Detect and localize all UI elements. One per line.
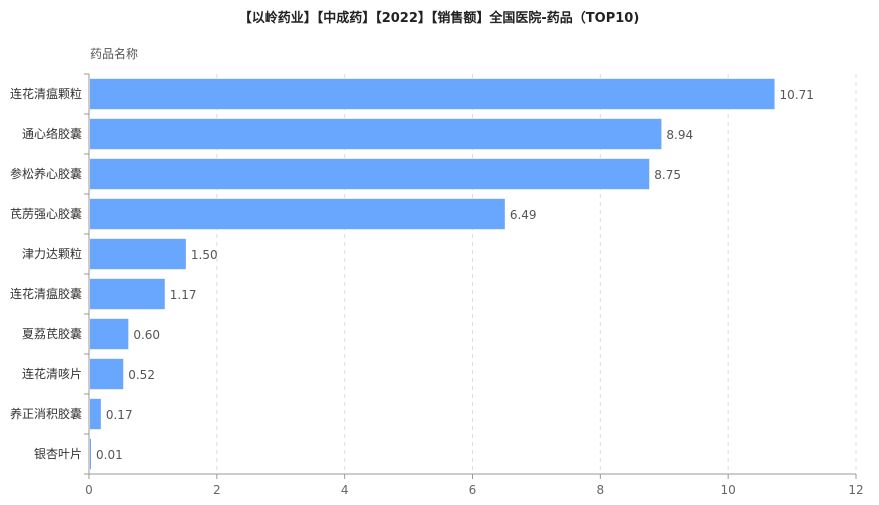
category-label: 连花清咳片 [22,366,82,381]
category-label: 连花清瘟颗粒 [10,86,82,101]
value-label: 8.94 [666,128,693,142]
bar [90,438,91,470]
x-tick-label: 4 [341,483,349,497]
bar [90,78,775,110]
value-label: 0.17 [106,408,133,422]
bar [90,398,101,430]
x-tick-label: 6 [469,483,477,497]
x-tick-label: 12 [848,483,863,497]
bar [90,198,505,230]
value-label: 8.75 [654,168,681,182]
value-label: 0.01 [96,448,123,462]
category-label: 养正消积胶囊 [10,406,82,421]
value-label: 1.50 [191,248,218,262]
bar [90,278,165,310]
y-axis-name: 药品名称 [90,46,138,61]
value-label: 0.52 [128,368,155,382]
bar [90,318,129,350]
bar [90,238,186,270]
category-label: 连花清瘟胶囊 [10,286,82,301]
x-tick-label: 10 [721,483,736,497]
chart-title: 【以岭药业】【中成药】【2022】【销售额】全国医院-药品（TOP10) [239,10,640,26]
category-label: 参松养心胶囊 [10,166,82,181]
value-label: 10.71 [780,88,814,102]
category-label: 夏荔芪胶囊 [22,326,82,341]
value-label: 0.60 [133,328,160,342]
bars: 10.71 8.94 8.75 6.49 1.50 1.17 0.60 0.52 0.17 0.0… [90,78,814,470]
x-tick-label: 2 [213,483,221,497]
category-label: 银杏叶片 [34,447,82,461]
axes: 0 2 4 6 8 10 12 连花清瘟颗粒通心络胶囊参松养心胶囊芪苈强心胶囊津力达颗粒连花清… [10,73,864,497]
x-tick-label: 8 [597,483,605,497]
bar [90,158,650,190]
bar [90,358,124,390]
bar [90,118,662,150]
x-tick-label: 0 [85,483,93,497]
value-label: 1.17 [170,288,197,302]
category-label: 芪苈强心胶囊 [10,206,82,221]
category-label: 津力达颗粒 [22,246,82,261]
category-label: 通心络胶囊 [22,126,82,141]
value-label: 6.49 [510,208,537,222]
